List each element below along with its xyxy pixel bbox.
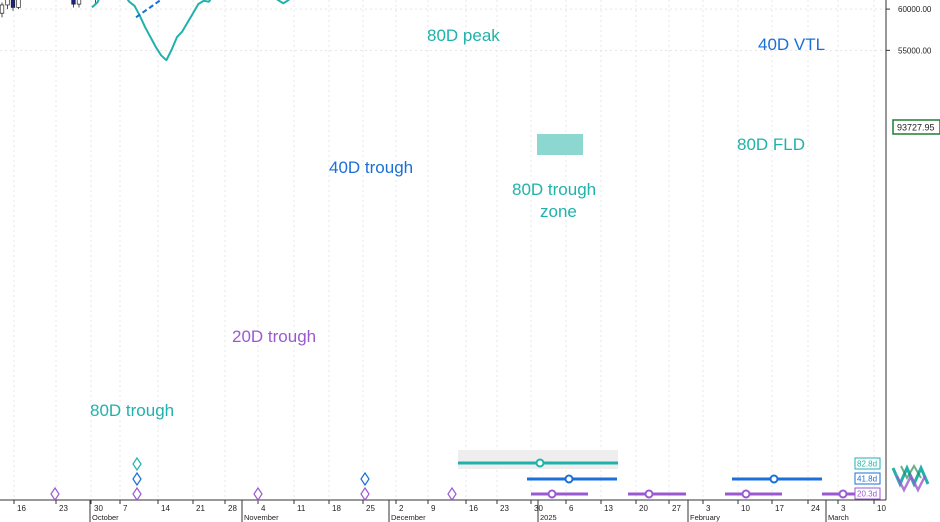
time-tick-label: 21 [196, 504, 205, 513]
time-tick-label: 20 [639, 504, 648, 513]
projection-80d-marker [535, 458, 545, 468]
trough-80d-label: 80D trough [90, 401, 174, 420]
price-tick-label: 55000.00 [898, 46, 932, 55]
fld-80d-label: 80D FLD [737, 135, 805, 154]
trough-zone-80d-label-2: zone [540, 202, 577, 221]
time-axis-ticks: 16 23 30 7 14 21 28 4 11 18 25 2 9 16 23 30 6 13 20 27 3 10 17… [13, 500, 886, 522]
cycle-diamonds [50, 456, 457, 502]
time-tick-label: 3 [706, 504, 711, 513]
diamond-20d [50, 486, 60, 502]
trough-20d-label: 20D trough [232, 327, 316, 346]
time-tick-label: 6 [569, 504, 574, 513]
badge-40d-box [854, 472, 881, 485]
time-tick-label: 9 [431, 504, 436, 513]
time-tick-label: 11 [297, 504, 306, 513]
diamond-20d [132, 486, 142, 502]
vtl-40d-label: 40D VTL [758, 35, 825, 54]
time-tick-label: 24 [811, 504, 820, 513]
brand-logo-icon [891, 464, 930, 493]
projection-20d-b-marker [644, 489, 654, 499]
badge-40d: 41.8d [857, 475, 877, 484]
price-axis-ticks: 55000.0060000.0065000.0070000.0075000.00… [886, 5, 932, 55]
candle-body-up [76, 0, 82, 5]
price-tick-label: 60000.00 [898, 5, 932, 14]
candle-body-up [5, 0, 10, 6]
candle [76, 0, 82, 8]
trough-40d-label: 40D trough [329, 158, 413, 177]
peak-80d-label: 80D peak [427, 26, 500, 45]
time-tick-label: 23 [59, 504, 68, 513]
time-tick-label: 30 [534, 504, 543, 513]
candle-body-up [16, 0, 21, 8]
month-label: October [92, 513, 119, 522]
diamond-40d [360, 471, 370, 487]
candle-body-up [0, 4, 5, 14]
time-tick-label: 13 [604, 504, 613, 513]
candle [10, 0, 16, 11]
time-tick-label: 16 [469, 504, 478, 513]
time-tick-label: 10 [877, 504, 886, 513]
candle [5, 0, 10, 10]
candle-body-down [10, 0, 16, 8]
badge-20d-box [854, 487, 881, 500]
projection-20d-a [531, 489, 588, 499]
vtl-40d-line [135, 0, 163, 19]
last-price-label: 93727.95 [897, 123, 935, 133]
price-candles [0, 0, 96, 18]
time-tick-label: 27 [672, 504, 681, 513]
trough-zone-80d-label-1: 80D trough [512, 180, 596, 199]
time-tick-label: 16 [17, 504, 26, 513]
projection-20d-c [725, 489, 782, 499]
fld-80d-line [91, 0, 290, 62]
month-label: February [690, 513, 720, 522]
time-tick-label: 28 [228, 504, 237, 513]
time-tick-label: 17 [775, 504, 784, 513]
time-tick-label: 3 [841, 504, 846, 513]
diamond-20d [447, 486, 457, 502]
month-label: 2025 [540, 513, 557, 522]
chart-grid [0, 0, 886, 500]
projection-40d-a [527, 474, 617, 484]
diamond-20d [360, 486, 370, 502]
time-tick-label: 18 [332, 504, 341, 513]
time-tick-label: 23 [500, 504, 509, 513]
time-tick-label: 10 [741, 504, 750, 513]
badge-80d: 82.8d [857, 460, 877, 469]
projection-20d-c-marker [741, 489, 751, 499]
trough-zone-80d-box [537, 134, 583, 155]
projection-40d-b-marker [769, 474, 779, 484]
diamond-40d [132, 471, 142, 487]
candle [71, 0, 76, 8]
candle-body-down [71, 0, 76, 5]
time-tick-label: 25 [366, 504, 375, 513]
projection-20d-a-marker [547, 489, 557, 499]
projection-40d-a-marker [564, 474, 574, 484]
projection-20d-b [628, 489, 686, 499]
projection-40d-b [732, 474, 822, 484]
projection-80d [458, 458, 618, 468]
month-label: November [244, 513, 279, 522]
candle [16, 0, 21, 10]
time-tick-label: 30 [94, 504, 103, 513]
time-tick-label: 14 [161, 504, 170, 513]
badge-80d-box [854, 457, 881, 470]
last-price-box [892, 119, 940, 135]
time-tick-label: 7 [123, 504, 128, 513]
diamond-80d [132, 456, 142, 472]
projection-20d-d-marker [838, 489, 848, 499]
candle [0, 2, 5, 18]
diamond-20d [253, 486, 263, 502]
month-label: December [391, 513, 426, 522]
month-label: March [828, 513, 849, 522]
time-tick-label: 4 [261, 504, 266, 513]
candle [95, 0, 96, 5]
time-tick-label: 2 [399, 504, 404, 513]
badge-20d: 20.3d [857, 490, 877, 499]
